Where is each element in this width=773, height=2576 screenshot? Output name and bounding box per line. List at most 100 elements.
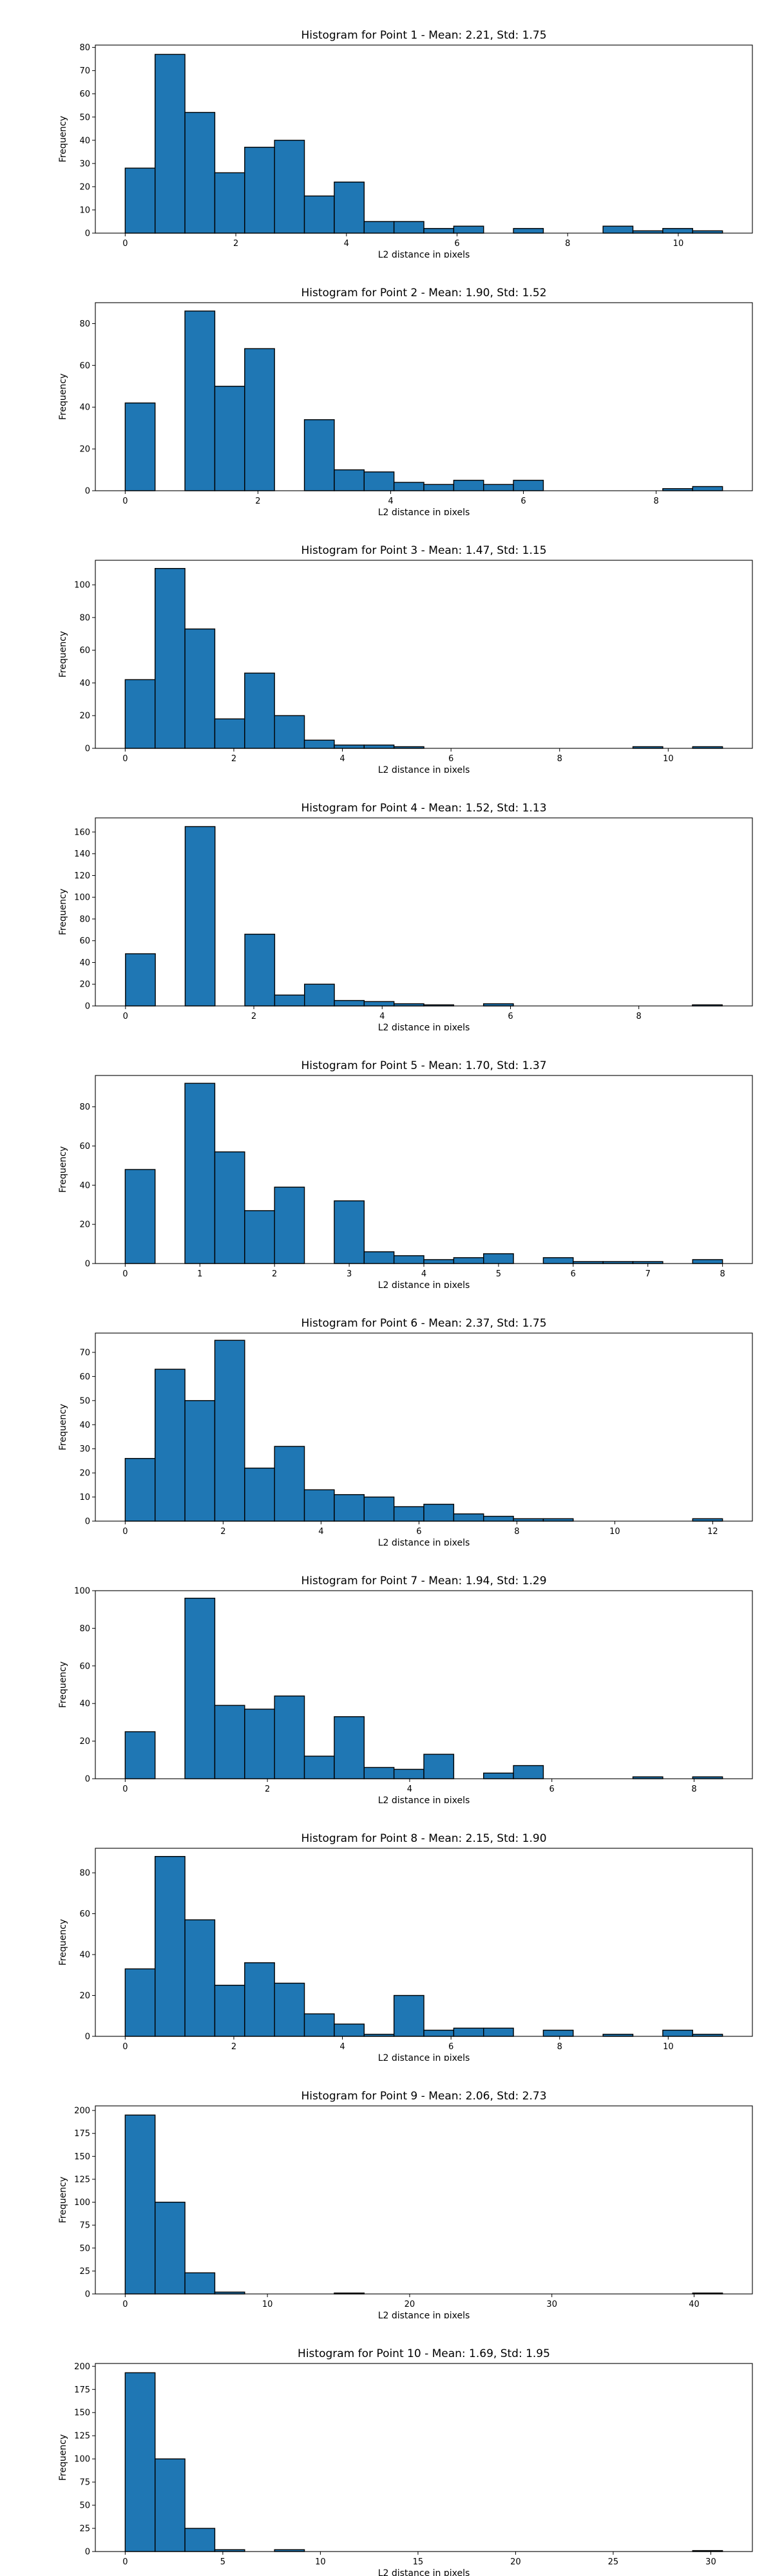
- x-tick-label: 2: [233, 239, 238, 249]
- x-tick-label: 10: [609, 1527, 620, 1537]
- histogram-bar: [124, 1968, 156, 2037]
- x-tick-label: 3: [347, 1269, 352, 1279]
- y-axis-label: Frequency: [58, 889, 68, 935]
- x-axis-label: L2 distance in pixels: [378, 1538, 470, 1546]
- x-tick-label: 10: [673, 239, 684, 249]
- histogram-bar: [363, 471, 395, 491]
- y-tick-label: 0: [85, 1775, 90, 1785]
- histogram-bar: [124, 1731, 156, 1779]
- histogram-bar: [393, 221, 425, 234]
- x-tick-label: 0: [123, 1012, 128, 1021]
- histogram-bar: [155, 2201, 186, 2295]
- histogram-bar: [334, 999, 365, 1007]
- y-tick-label: 20: [79, 980, 90, 990]
- x-axis-label: L2 distance in pixels: [378, 1795, 470, 1803]
- x-tick-label: 0: [122, 2557, 128, 2567]
- x-tick-label: 7: [645, 1269, 651, 1279]
- y-tick-label: 0: [85, 2032, 90, 2042]
- histogram-bar: [363, 1001, 395, 1007]
- histogram-bar: [124, 167, 156, 234]
- chart-title: Histogram for Point 4 - Mean: 1.52, Std:…: [301, 802, 546, 815]
- y-tick-label: 80: [79, 43, 90, 53]
- y-tick-label: 50: [79, 2244, 90, 2253]
- bars: [124, 1597, 723, 1779]
- histogram-bar: [125, 953, 156, 1007]
- bars: [124, 1855, 723, 2037]
- histogram-bar: [513, 480, 544, 491]
- y-tick-label: 60: [79, 646, 90, 656]
- y-tick-label: 80: [79, 1869, 90, 1879]
- x-tick-label: 10: [663, 2042, 674, 2052]
- y-tick-label: 120: [74, 871, 90, 881]
- y-tick-label: 125: [74, 2175, 90, 2184]
- plot-frame: [95, 817, 753, 1007]
- y-tick-label: 80: [79, 613, 90, 623]
- histogram-bar: [184, 1083, 216, 1264]
- x-tick-label: 4: [407, 1785, 412, 1794]
- x-tick-label: 8: [565, 239, 570, 249]
- histogram-bar: [184, 1919, 216, 2037]
- y-tick-label: 30: [79, 159, 90, 169]
- y-tick-label: 40: [79, 1700, 90, 1709]
- y-axis-label: Frequency: [58, 1919, 68, 1965]
- histogram-bar: [244, 933, 276, 1007]
- histogram-bar: [184, 1597, 216, 1779]
- chart-title: Histogram for Point 1 - Mean: 2.21, Std:…: [301, 29, 546, 42]
- y-tick-label: 30: [79, 1444, 90, 1454]
- histogram-bar: [393, 1768, 425, 1779]
- histogram-bar: [274, 1446, 305, 1522]
- histogram-bar: [244, 1962, 275, 2037]
- y-axis-label: Frequency: [58, 116, 68, 162]
- y-tick-label: 60: [79, 1662, 90, 1671]
- x-tick-label: 0: [122, 2300, 128, 2309]
- y-tick-label: 0: [85, 487, 90, 497]
- y-tick-label: 75: [79, 2478, 90, 2488]
- histogram-bar: [393, 1506, 425, 1522]
- x-tick-label: 5: [496, 1269, 501, 1279]
- histogram-bar: [453, 480, 484, 491]
- x-tick-label: 5: [220, 2557, 225, 2567]
- histogram-bar: [124, 2372, 156, 2552]
- histogram-bar: [483, 2027, 514, 2037]
- y-tick-label: 40: [79, 679, 90, 688]
- histogram-bar: [214, 172, 245, 234]
- chart-title: Histogram for Point 3 - Mean: 1.47, Std:…: [301, 544, 546, 557]
- y-tick-label: 80: [79, 319, 90, 329]
- y-tick-label: 60: [79, 361, 90, 371]
- y-tick-label: 0: [85, 1517, 90, 1527]
- histogram-bar: [244, 348, 275, 491]
- histogram-bar: [662, 2029, 693, 2037]
- histogram-bar: [423, 228, 455, 234]
- histogram-bar: [334, 1494, 365, 1522]
- y-tick-label: 125: [74, 2432, 90, 2441]
- histogram-bar: [124, 1169, 156, 1264]
- histogram-bar: [393, 482, 425, 491]
- x-axis-label: L2 distance in pixels: [378, 765, 470, 773]
- plot-frame: [95, 1332, 753, 1522]
- y-tick-label: 60: [79, 936, 90, 946]
- histogram-bar: [334, 1200, 365, 1264]
- histogram-bar: [393, 1255, 425, 1264]
- histogram-bar: [423, 1259, 455, 1264]
- x-tick-label: 10: [663, 754, 674, 764]
- histogram-bar: [363, 1496, 395, 1522]
- y-tick-label: 0: [85, 2290, 90, 2300]
- histogram-bar: [184, 111, 216, 234]
- y-tick-label: 150: [74, 2409, 90, 2418]
- x-tick-label: 4: [421, 1269, 426, 1279]
- x-tick-label: 2: [220, 1527, 225, 1537]
- y-axis-label: Frequency: [58, 1662, 68, 1708]
- histogram-bar: [155, 53, 186, 234]
- chart-title: Histogram for Point 6 - Mean: 2.37, Std:…: [301, 1317, 546, 1330]
- chart-title: Histogram for Point 2 - Mean: 1.90, Std:…: [301, 287, 546, 299]
- x-tick-label: 2: [255, 497, 260, 506]
- histogram-bar: [513, 228, 544, 234]
- histogram-bar: [274, 1695, 305, 1779]
- chart-title: Histogram for Point 5 - Mean: 1.70, Std:…: [301, 1059, 546, 1072]
- histogram-bar: [393, 1994, 425, 2037]
- histogram-bar: [155, 1855, 186, 2037]
- x-tick-label: 4: [318, 1527, 323, 1537]
- x-tick-label: 10: [262, 2300, 273, 2309]
- y-axis-label: Frequency: [58, 2177, 68, 2223]
